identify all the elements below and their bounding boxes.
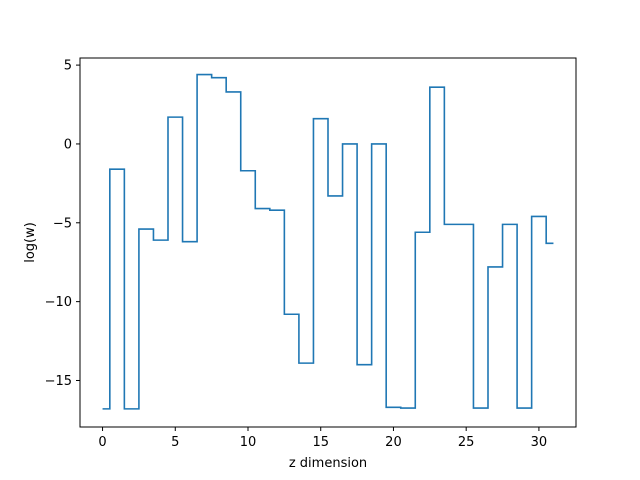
axes-frame [79,57,577,428]
y-tick-label: 5 [64,59,72,74]
x-tick-label: 20 [385,435,402,450]
y-axis-label: log(w) [23,222,38,263]
series-line-0 [102,73,554,410]
x-tick-label: 10 [240,435,257,450]
x-tick-label: 30 [531,435,548,450]
x-tick-label: 15 [312,435,329,450]
x-tick-label: 25 [458,435,475,450]
y-tick-label: −5 [53,216,72,231]
y-tick-label: 0 [64,137,72,152]
x-axis-label: z dimension [289,456,367,471]
y-tick-label: −15 [45,374,72,389]
x-axis: 0 5 10 15 20 25 30 [98,427,547,450]
y-tick-label: −10 [45,295,72,310]
plot-area [102,73,554,410]
y-axis: −15 −10 −5 0 5 [45,59,80,389]
x-tick-label: 5 [171,435,179,450]
x-tick-label: 0 [98,435,106,450]
